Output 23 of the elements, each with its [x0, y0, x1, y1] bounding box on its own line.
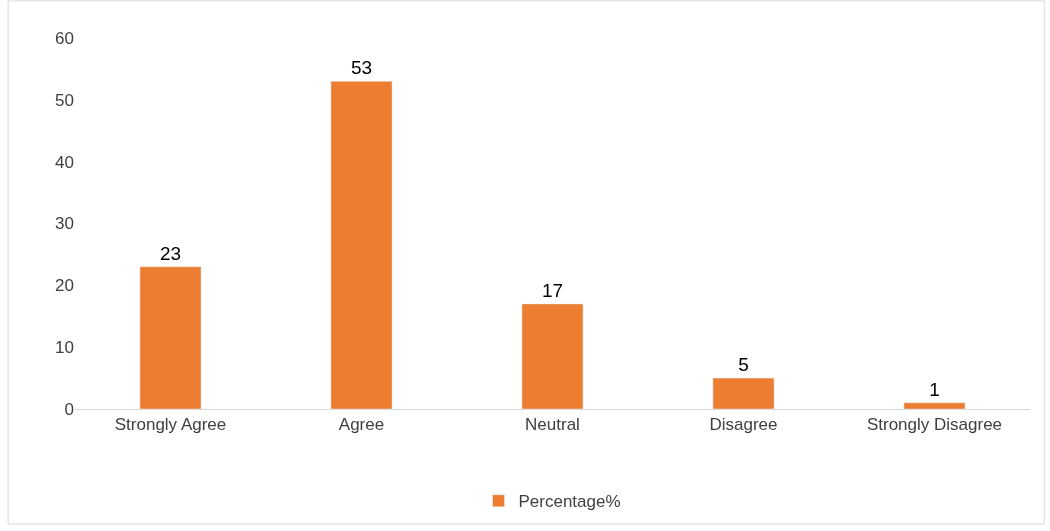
y-tick-label: 10	[55, 338, 74, 358]
bar	[712, 377, 775, 409]
y-tick-label: 0	[64, 399, 74, 419]
x-tick-label: Neutral	[525, 415, 580, 435]
bar	[330, 81, 393, 409]
bar	[139, 266, 202, 409]
data-label: 5	[738, 354, 749, 376]
bar	[521, 303, 584, 409]
x-tick-label: Agree	[338, 415, 385, 435]
y-tick-label: 60	[55, 28, 74, 48]
data-label: 17	[541, 279, 564, 301]
x-tick-label: Disagree	[709, 415, 778, 435]
y-tick-label: 40	[55, 152, 74, 172]
legend-label: Percentage%	[518, 492, 621, 512]
x-tick-label: Strongly Disagree	[866, 415, 1003, 435]
y-tick-label: 30	[55, 214, 74, 234]
y-tick-label: 20	[55, 276, 74, 296]
bar	[903, 402, 966, 409]
y-tick-label: 50	[55, 90, 74, 110]
x-tick-label: Strongly Agree	[114, 415, 227, 435]
data-label: 53	[350, 57, 373, 79]
data-label: 1	[929, 378, 940, 400]
data-label: 23	[159, 242, 182, 264]
